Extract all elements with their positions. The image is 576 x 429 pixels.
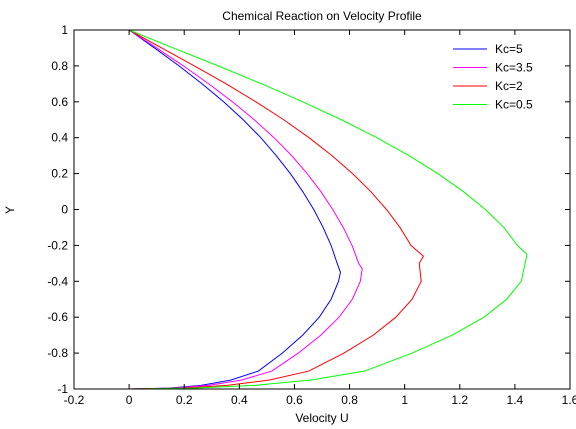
x-tick-label: 1.6: [562, 393, 576, 407]
series-line-2: [128, 29, 363, 390]
y-tick-label: 0.6: [51, 95, 68, 109]
legend-label: Kc=2: [495, 79, 523, 93]
y-tick-label: -0.6: [47, 310, 68, 324]
x-tick-label: 1.4: [507, 393, 524, 407]
series-line-4: [128, 29, 528, 390]
legend: Kc=5 Kc=3.5 Kc=2 Kc=0.5: [449, 38, 564, 118]
x-tick-label: 0: [126, 393, 133, 407]
x-tick-label: 0.2: [176, 393, 193, 407]
y-tick-label: -0.2: [47, 238, 68, 252]
y-tick-label: -0.4: [47, 274, 68, 288]
series-line-1: [128, 29, 341, 390]
x-tick-label: 0.6: [286, 393, 303, 407]
y-tick-label: -0.8: [47, 346, 68, 360]
x-tick-label: 0.4: [231, 393, 248, 407]
y-tick-label: 1: [61, 23, 68, 37]
x-tick-label: 0.8: [341, 393, 358, 407]
chart-title: Chemical Reaction on Velocity Profile: [222, 9, 422, 23]
x-tick-label: 1: [401, 393, 408, 407]
y-tick-label: 0.4: [51, 131, 68, 145]
y-tick-label: 0.8: [51, 59, 68, 73]
legend-label: Kc=3.5: [495, 61, 533, 75]
x-tick-label: -0.2: [64, 393, 85, 407]
axes-frame: [73, 29, 571, 390]
legend-label: Kc=5: [495, 42, 523, 56]
y-tick-label: 0: [61, 203, 68, 217]
x-tick-label: 1.2: [451, 393, 468, 407]
y-tick-label: -1: [57, 382, 68, 396]
series-layer: [128, 29, 528, 390]
ticks-layer: -0.2 0 0.2 0.4 0.6 0.8 1 1.2 1.4 1.6 -1 -0.8 -0.6 -0.…: [47, 23, 576, 407]
y-axis-label: Y: [3, 206, 17, 214]
legend-label: Kc=0.5: [495, 98, 533, 112]
y-tick-label: 0.2: [51, 167, 68, 181]
x-axis-label: Velocity U: [295, 411, 348, 425]
series-line-3: [128, 29, 425, 390]
